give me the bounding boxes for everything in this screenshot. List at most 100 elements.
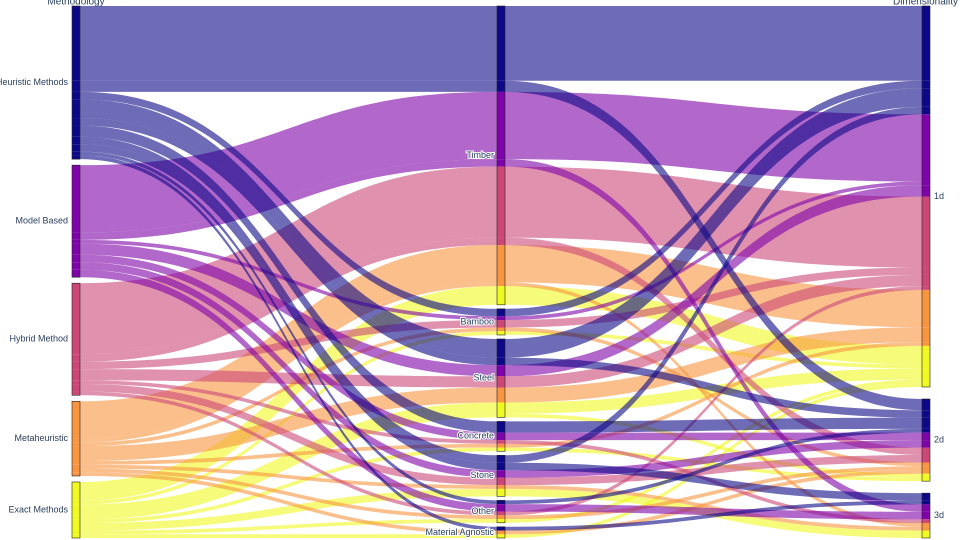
category-label: Concrete: [457, 431, 494, 441]
node-segment: [497, 462, 505, 471]
node-segment: [922, 342, 930, 346]
ribbon: [505, 80, 922, 411]
category-bar: [71, 282, 81, 396]
node-segment: [922, 530, 930, 538]
ribbon: [505, 327, 922, 403]
ribbon: [505, 413, 922, 478]
node-segment: [922, 447, 930, 456]
node-segment: [497, 440, 505, 444]
ribbon: [505, 500, 922, 531]
node-segment: [497, 327, 505, 332]
node-segment: [72, 401, 80, 439]
node-segment: [497, 511, 505, 516]
node-segment: [72, 243, 80, 255]
ribbon: [80, 534, 497, 538]
ribbon: [505, 185, 922, 377]
node-segment: [72, 283, 80, 355]
ribbon: [505, 447, 922, 482]
ribbons: [80, 6, 922, 538]
node-segment: [922, 267, 930, 275]
ribbon: [80, 151, 497, 505]
node-segment: [922, 504, 930, 512]
ribbon: [505, 286, 922, 516]
node-segment: [497, 237, 505, 246]
node-segment: [922, 477, 930, 482]
ribbon: [505, 106, 922, 463]
node-segment: [497, 421, 505, 433]
category-label: Timber: [466, 150, 494, 160]
ribbon: [80, 125, 497, 433]
node-segment: [922, 473, 930, 478]
node-segment: [72, 464, 80, 469]
node-segment: [922, 274, 930, 287]
node-segment: [497, 413, 505, 418]
node-segment: [922, 469, 930, 474]
node-segment: [922, 327, 930, 343]
node-segment: [497, 91, 505, 160]
category-label: Steel: [473, 373, 494, 383]
node-segment: [497, 357, 505, 366]
ribbon: [505, 357, 922, 418]
ribbon: [80, 464, 497, 489]
ribbon: [80, 391, 497, 516]
ribbon: [505, 274, 922, 388]
ribbon: [80, 262, 497, 478]
node-segment: [72, 136, 80, 145]
category-bar: [921, 398, 931, 482]
node-segment: [922, 345, 930, 365]
category-bar: [496, 454, 506, 497]
category-label: 3d: [934, 510, 944, 520]
node-segment: [922, 6, 930, 81]
ribbon: [80, 254, 497, 441]
node-segment: [72, 534, 80, 538]
node-segment: [922, 196, 930, 268]
ribbon: [80, 413, 497, 520]
node-segment: [72, 144, 80, 152]
ribbon: [80, 384, 497, 486]
ribbon: [80, 447, 497, 524]
dimension-label: Dimensionality: [893, 0, 958, 8]
node-segment: [922, 364, 930, 369]
node-segment: [72, 232, 80, 240]
ribbon: [505, 469, 922, 535]
node-segment: [497, 443, 505, 448]
node-segment: [497, 519, 505, 523]
node-segment: [72, 239, 80, 244]
ribbon: [80, 269, 497, 512]
node-segment: [72, 438, 80, 443]
node-segment: [497, 387, 505, 403]
node-segment: [72, 354, 80, 362]
node-segment: [922, 88, 930, 107]
ribbon: [505, 282, 922, 527]
node-segment: [497, 286, 505, 305]
node-segment: [497, 488, 505, 497]
node-segment: [497, 530, 505, 535]
ribbon: [505, 80, 922, 317]
ribbon: [505, 159, 922, 512]
node-segment: [922, 511, 930, 520]
node-segment: [922, 185, 930, 197]
ribbon: [80, 159, 497, 240]
ribbon: [505, 466, 922, 520]
ribbon: [80, 369, 497, 388]
category-bar: [71, 5, 81, 160]
node-segment: [497, 485, 505, 489]
category-bar: [496, 308, 506, 336]
category-bar: [921, 492, 931, 539]
node-segment: [497, 6, 505, 81]
node-segment: [72, 361, 80, 370]
node-segment: [497, 534, 505, 538]
ribbon: [505, 237, 922, 456]
ribbon: [505, 379, 922, 523]
category-label: Material Agnostic: [425, 527, 494, 537]
node-segment: [922, 114, 930, 182]
node-segment: [72, 384, 80, 392]
node-segment: [497, 80, 505, 92]
node-segment: [72, 118, 80, 126]
node-segment: [922, 383, 930, 387]
node-segment: [497, 365, 505, 377]
ribbon: [80, 472, 497, 535]
node-segment: [72, 99, 80, 119]
node-segment: [922, 523, 930, 527]
